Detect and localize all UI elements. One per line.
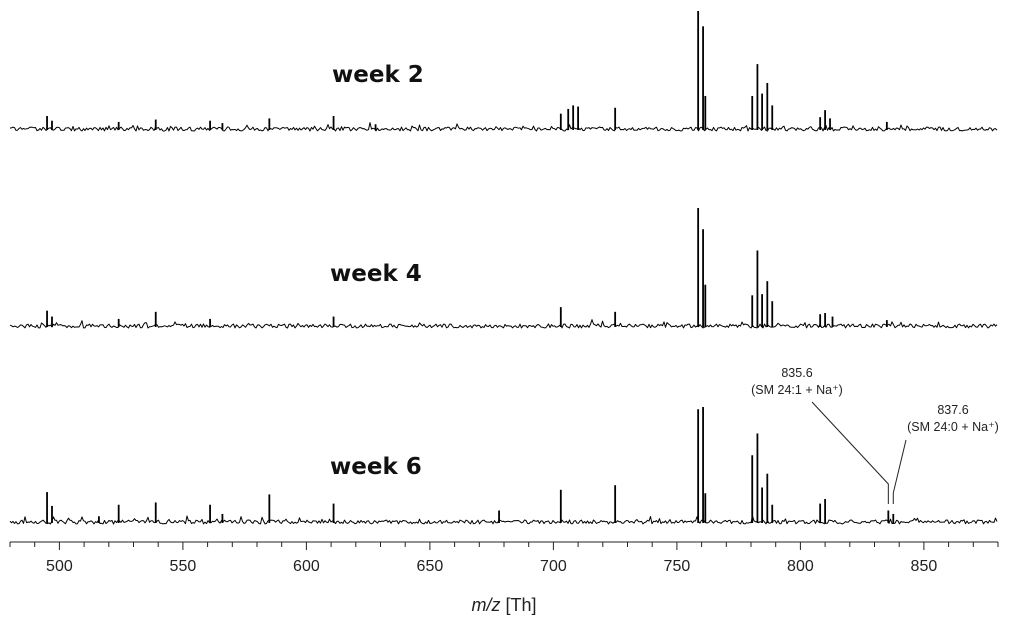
spectrum-label: week 6 xyxy=(330,454,422,480)
spectrum-panel: week 6 xyxy=(9,407,998,525)
x-tick-label: 850 xyxy=(911,558,938,575)
spectrum-trace xyxy=(9,122,998,132)
x-tick-label: 600 xyxy=(293,558,320,575)
spectrum-trace xyxy=(9,319,998,329)
peak-annotations: 835.6 (SM 24:1 + Na⁺) 837.6 (SM 24:0 + Na⁺) xyxy=(751,366,999,504)
spectrum-label: week 4 xyxy=(330,261,422,287)
x-axis-title: m/z [Th] xyxy=(471,595,536,615)
x-tick-label: 500 xyxy=(46,558,73,575)
annotation-leader xyxy=(892,439,907,504)
spectrum-panel: week 4 xyxy=(9,208,998,329)
x-tick-label: 750 xyxy=(664,558,691,575)
x-tick-label: 800 xyxy=(787,558,814,575)
axis-title-unit: [Th] xyxy=(500,595,536,615)
x-tick-label: 700 xyxy=(540,558,567,575)
annotation-mz: 837.6 xyxy=(937,403,968,417)
peak-annotation: 835.6 (SM 24:1 + Na⁺) xyxy=(751,366,889,504)
x-axis-ticks: 500 550 600 650 700 750 800 850 xyxy=(9,542,999,575)
spectrum-panels: week 2 week 4 week 6 xyxy=(9,11,998,525)
axis-title-variable: m/z xyxy=(471,595,500,615)
annotation-assignment: (SM 24:0 + Na⁺) xyxy=(907,420,999,434)
spectrum-label: week 2 xyxy=(332,62,424,88)
x-tick-label: 650 xyxy=(417,558,444,575)
annotation-leader xyxy=(811,401,889,504)
peak-annotation: 837.6 (SM 24:0 + Na⁺) xyxy=(892,403,999,504)
annotation-assignment: (SM 24:1 + Na⁺) xyxy=(751,383,843,397)
x-tick-label: 550 xyxy=(170,558,197,575)
spectrum-panel: week 2 xyxy=(9,11,998,132)
x-axis: 500 550 600 650 700 750 800 850 m/z [Th] xyxy=(9,541,999,615)
annotation-mz: 835.6 xyxy=(781,366,812,380)
spectrum-trace xyxy=(9,515,998,525)
